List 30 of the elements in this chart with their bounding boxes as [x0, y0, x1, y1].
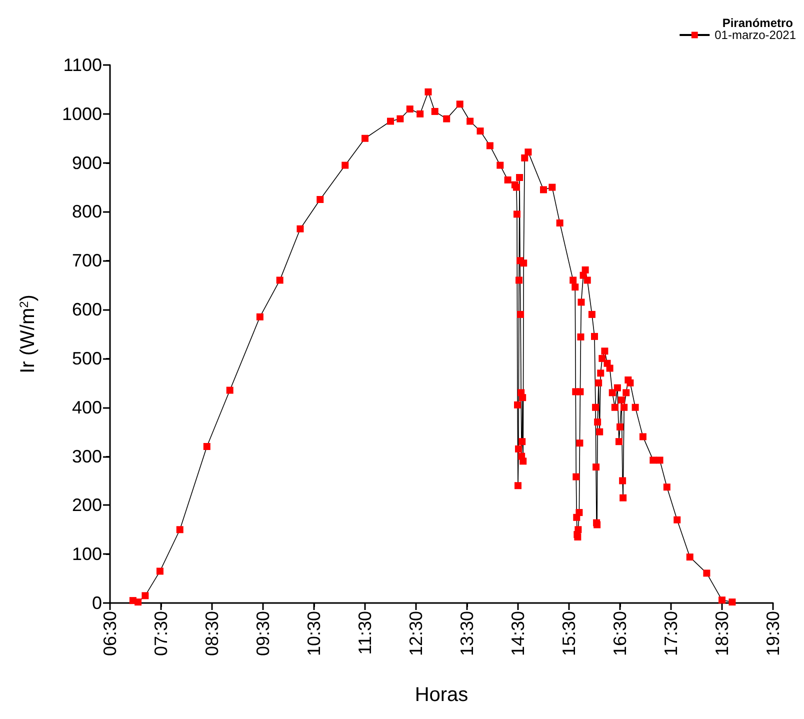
y-tick-label: 0: [92, 593, 102, 613]
y-axis-title: Ir (W/m2): [17, 294, 39, 374]
y-tick-label: 1000: [62, 104, 102, 124]
legend-title: Piranómetro: [722, 16, 794, 30]
x-tick-label: 08:30: [202, 611, 222, 656]
y-tick-label: 600: [72, 300, 102, 320]
y-tick-label: 700: [72, 250, 102, 271]
x-tick-label: 13:30: [457, 611, 477, 656]
x-tick-label: 11:30: [355, 611, 375, 655]
y-tick-label: 100: [72, 544, 102, 564]
x-tick-label: 07:30: [151, 611, 171, 656]
y-tick-label: 800: [72, 202, 102, 222]
legend-label: 01-marzo-2021: [714, 28, 796, 42]
x-tick-label: 18:30: [712, 611, 732, 656]
x-tick-label: 09:30: [253, 611, 273, 656]
y-tick-label: 900: [72, 152, 102, 173]
y-tick-label: 400: [72, 397, 102, 418]
x-axis-title: Horas: [414, 684, 468, 706]
y-tick-label: 500: [72, 348, 102, 368]
x-tick-label: 15:30: [559, 611, 579, 656]
x-tick-label: 14:30: [508, 611, 528, 656]
x-tick-label: 16:30: [610, 611, 630, 656]
y-tick-label: 1100: [63, 55, 102, 75]
y-tick-label: 300: [72, 446, 102, 466]
x-tick-label: 10:30: [304, 611, 324, 656]
y-tick-label: 200: [72, 495, 102, 516]
x-tick-label: 17:30: [661, 611, 681, 656]
x-tick-label: 19:30: [763, 611, 783, 656]
x-tick-label: 06:30: [100, 611, 120, 656]
x-tick-label: 12:30: [406, 611, 426, 656]
